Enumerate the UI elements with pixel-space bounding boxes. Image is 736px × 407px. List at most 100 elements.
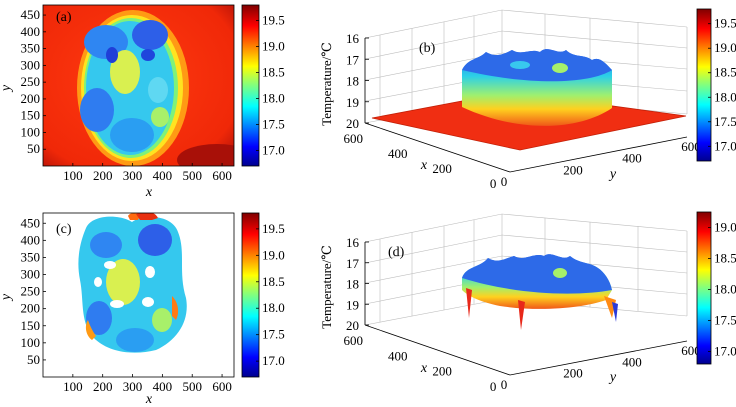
y-tick-label: 400 — [21, 232, 41, 247]
x-tick-label: 400 — [153, 379, 173, 394]
y-tick-label: 50 — [27, 352, 40, 367]
y-tick-label: 400 — [21, 24, 41, 39]
y-tick-label: 300 — [21, 57, 41, 72]
x-tick-label: 400 — [153, 168, 173, 183]
colorbar-tick-label: 17.5 — [714, 114, 736, 129]
y-tick-label: 400 — [622, 354, 642, 369]
x-tick-label: 100 — [63, 379, 83, 394]
colorbar-tick-label: 19.0 — [714, 220, 736, 235]
x-tick-label: 500 — [182, 379, 202, 394]
panel-d-y-ticks: 0 200 400 600 — [501, 343, 701, 392]
colorbar-tick-label: 17.5 — [262, 116, 285, 131]
panel-b: (b) 16 17 18 19 20 0 200 400 600 0 200 400 600 Tem… — [319, 8, 736, 191]
colorbar-tick-label: 18.0 — [714, 282, 736, 297]
panel-c-colorbar-ticks: 17.0 17.5 18.0 18.5 19.0 19.5 — [256, 221, 285, 368]
panel-a-y-axis-label: y — [0, 84, 14, 93]
x-tick-label: 400 — [388, 146, 408, 161]
panel-d-x-axis-label: x — [420, 361, 428, 376]
y-tick-label: 450 — [21, 7, 41, 22]
colorbar-tick-label: 19.0 — [262, 247, 285, 262]
colorbar-tick-label: 17.0 — [262, 353, 285, 368]
y-tick-label: 200 — [563, 162, 583, 177]
panel-d: (d) 16 17 18 19 20 0 200 400 600 0 200 400 600 Tem… — [319, 211, 736, 394]
x-tick-label: 200 — [432, 161, 452, 176]
z-tick-label: 16 — [346, 235, 360, 250]
panel-b-y-axis-label: y — [608, 167, 617, 182]
panel-a-colorbar: 17.0 17.5 18.0 18.5 19.0 19.5 — [241, 4, 285, 167]
y-tick-label: 600 — [681, 139, 701, 154]
colorbar-tick-label: 18.5 — [262, 274, 285, 289]
y-tick-label: 300 — [21, 267, 41, 282]
colorbar-tick-label: 19.0 — [714, 40, 736, 55]
panel-b-x-ticks: 0 200 400 600 — [344, 131, 497, 191]
x-tick-label: 600 — [212, 379, 232, 394]
panel-b-label: (b) — [419, 41, 436, 56]
panel-c-colorbar: 17.0 17.5 18.0 18.5 19.0 19.5 — [241, 212, 285, 378]
panel-d-z-axis-label: Temperature/℃ — [319, 245, 334, 329]
colorbar-tick-label: 18.5 — [262, 65, 285, 80]
panel-b-colorbar: 17.0 17.5 18.0 18.5 19.0 19.5 — [696, 8, 736, 162]
colorbar-tick-label: 17.0 — [714, 138, 736, 153]
colorbar-tick-label: 19.5 — [262, 13, 285, 28]
x-tick-label: 300 — [123, 168, 143, 183]
y-tick-label: 200 — [21, 91, 41, 106]
panel-a-x-ticks: 100 200 300 400 500 600 — [63, 163, 232, 183]
x-tick-label: 100 — [63, 168, 83, 183]
panel-b-x-axis-label: x — [420, 158, 428, 173]
colorbar-tick-label: 17.0 — [714, 344, 736, 359]
panel-d-x-ticks: 0 200 400 600 — [344, 333, 497, 394]
colorbar-tick-label: 18.0 — [262, 90, 285, 105]
panel-a: (a) 100 200 300 400 500 600 50100150200250300… — [0, 4, 285, 200]
z-tick-label: 18 — [346, 74, 359, 89]
y-tick-label: 250 — [21, 74, 41, 89]
x-tick-label: 0 — [490, 379, 497, 394]
panel-b-colorbar-ticks: 17.0 17.5 18.0 18.5 19.0 19.5 — [708, 16, 736, 153]
colorbar-tick-label: 18.5 — [714, 251, 736, 266]
y-tick-label: 0 — [501, 174, 508, 189]
panel-b-z-ticks: 16 17 18 19 20 — [346, 31, 369, 131]
panel-c-y-ticks: 50 100 150 200 250 300 350 400 450 — [21, 215, 46, 367]
panel-d-colorbar: 17.0 17.5 18.0 18.5 19.0 — [696, 211, 736, 365]
z-tick-label: 20 — [346, 116, 359, 131]
panel-c-y-axis-label: y — [0, 293, 14, 302]
y-tick-label: 150 — [21, 318, 41, 333]
colorbar-tick-label: 17.5 — [262, 327, 285, 342]
panel-c-x-axis-label: x — [145, 392, 153, 407]
panel-d-colorbar-ticks: 17.0 17.5 18.0 18.5 19.0 — [708, 220, 736, 359]
panel-a-label: (a) — [56, 10, 72, 25]
z-tick-label: 16 — [346, 31, 360, 46]
panel-c-label: (c) — [56, 222, 72, 237]
colorbar-tick-label: 19.0 — [262, 39, 285, 54]
x-tick-label: 200 — [432, 364, 452, 379]
y-tick-label: 250 — [21, 284, 41, 299]
y-tick-label: 600 — [681, 343, 701, 358]
panel-b-z-axis-label: Temperature/℃ — [319, 42, 334, 126]
x-tick-label: 200 — [93, 168, 113, 183]
panel-d-y-axis-label: y — [608, 370, 617, 385]
colorbar-tick-label: 18.0 — [262, 300, 285, 315]
panel-b-y-ticks: 0 200 400 600 — [501, 139, 701, 189]
colorbar-tick-label: 17.0 — [262, 142, 285, 157]
y-tick-label: 200 — [21, 301, 41, 316]
z-tick-label: 20 — [346, 318, 359, 333]
z-tick-label: 18 — [346, 277, 359, 292]
y-tick-label: 400 — [622, 151, 642, 166]
y-tick-label: 100 — [21, 335, 41, 350]
colorbar-tick-label: 18.0 — [714, 89, 736, 104]
panel-c-heatmap — [43, 213, 234, 377]
panel-a-x-axis-label: x — [145, 185, 153, 200]
z-tick-label: 17 — [346, 256, 360, 271]
colorbar-tick-label: 19.5 — [714, 16, 736, 31]
panel-d-z-ticks: 16 17 18 19 20 — [346, 235, 369, 333]
x-tick-label: 200 — [93, 379, 113, 394]
panel-d-label: (d) — [388, 245, 405, 260]
x-tick-label: 500 — [182, 168, 202, 183]
z-tick-label: 19 — [346, 297, 359, 312]
z-tick-label: 17 — [346, 52, 360, 67]
y-tick-label: 50 — [27, 141, 40, 156]
colorbar-tick-label: 17.5 — [714, 313, 736, 328]
panel-a-colorbar-ticks: 17.0 17.5 18.0 18.5 19.0 19.5 — [256, 13, 285, 157]
x-tick-label: 600 — [212, 168, 232, 183]
